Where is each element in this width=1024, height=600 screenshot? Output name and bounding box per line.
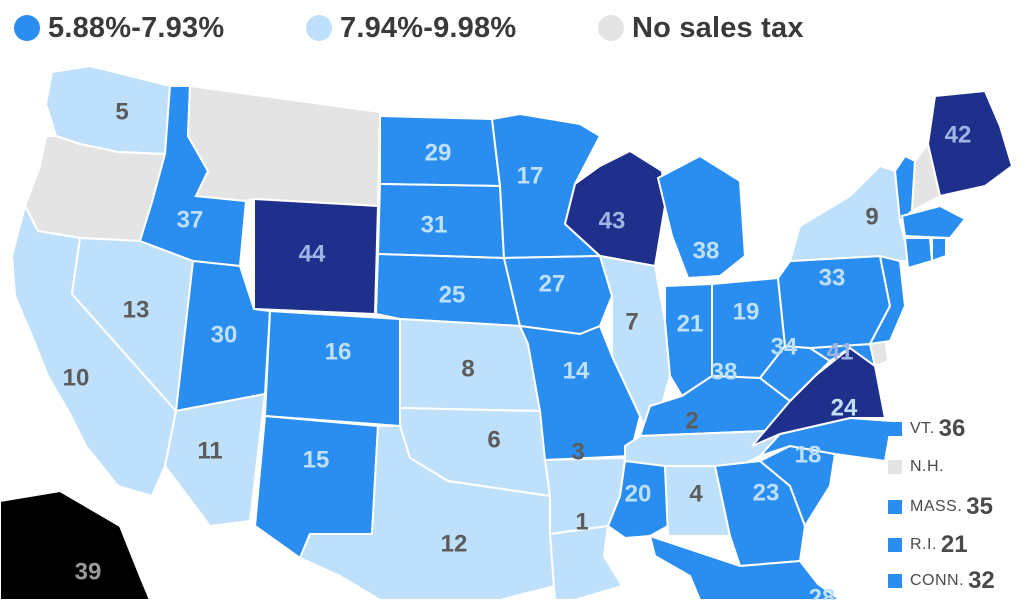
rank-label-la: 1 [575, 509, 588, 536]
rank-label-co: 16 [325, 339, 352, 366]
rank-label-va: 41 [827, 339, 854, 366]
state-ri [931, 237, 947, 263]
legend-label: 7.94%-9.98% [340, 11, 517, 44]
rank-label-nc: 24 [831, 395, 858, 422]
rank-label-ky: 38 [711, 359, 738, 386]
state-in [664, 282, 713, 398]
state-co [263, 309, 401, 428]
key-swatch-icon [888, 538, 902, 552]
key-state-rank: 36 [938, 415, 966, 442]
legend-item-no-tax: No sales tax [598, 8, 804, 48]
rank-label-oh: 19 [733, 299, 760, 326]
rank-label-me: 42 [945, 122, 972, 149]
rank-label-il: 7 [625, 309, 638, 336]
rank-label-ks: 8 [461, 356, 474, 383]
key-state-rank: 21 [940, 531, 968, 558]
us-states-map: 5101337443011161529312586121727143143738… [0, 64, 1014, 600]
state-tx [298, 425, 557, 600]
map-legend: 5.88%-7.93% 7.94%-9.98% No sales tax [0, 0, 1024, 56]
key-state-rank: 35 [966, 493, 993, 520]
key-swatch-icon [888, 460, 902, 474]
key-swatch-icon [888, 500, 902, 514]
key-row-ri: R.I. 21 [888, 530, 968, 560]
key-state-name: VT. [910, 420, 935, 437]
rank-label-ut: 30 [211, 322, 238, 349]
legend-item-low-rate: 5.88%-7.93% [14, 8, 224, 48]
legend-label: No sales tax [632, 11, 804, 44]
legend-label: 5.88%-7.93% [48, 11, 225, 44]
state-mi [656, 154, 747, 280]
key-row-vt: VT. 36 [888, 414, 965, 444]
key-row-ct: CONN. 32 [888, 566, 995, 596]
key-state-rank: 32 [968, 567, 995, 594]
rank-label-id: 37 [177, 207, 204, 234]
rank-label-nd: 29 [425, 140, 452, 167]
rank-label-ca: 10 [63, 365, 90, 392]
rank-label-ok: 6 [487, 427, 500, 454]
key-state-name: R.I. [910, 536, 937, 553]
state-ak [0, 489, 152, 600]
key-row-ma: MASS. 35 [888, 492, 993, 522]
key-state-name: N.H. [910, 458, 944, 475]
legend-swatch-icon [598, 15, 624, 41]
rank-labels-layer: 5101337443011161529312586121727143143738… [63, 99, 972, 600]
rank-label-ny: 9 [865, 204, 878, 231]
rank-label-ak: 39 [75, 559, 102, 586]
state-la [548, 524, 624, 600]
legend-item-high-rate: 7.94%-9.98% [306, 8, 516, 48]
rank-label-ar: 3 [571, 439, 584, 466]
state-ny [788, 164, 912, 263]
key-swatch-icon [888, 422, 902, 436]
rank-label-al: 4 [689, 481, 703, 508]
state-me [926, 89, 1014, 198]
state-ct [903, 237, 934, 270]
rank-label-mi: 38 [693, 238, 720, 265]
key-state-name: MASS. [910, 498, 963, 515]
rank-label-wi: 43 [599, 208, 626, 235]
state-az [163, 392, 267, 528]
rank-label-sd: 31 [421, 212, 448, 239]
rank-label-ga: 23 [753, 480, 780, 507]
state-mo [518, 324, 642, 462]
rank-label-mn: 17 [517, 163, 544, 190]
rank-label-tn: 2 [685, 408, 698, 435]
rank-label-pa: 33 [819, 265, 846, 292]
states-layer [0, 64, 1014, 600]
rank-label-nv: 13 [123, 297, 150, 324]
rank-label-fl: 28 [809, 585, 836, 600]
rank-label-wa: 5 [115, 99, 128, 126]
key-swatch-icon [888, 574, 902, 588]
rank-label-wy: 44 [299, 241, 326, 268]
legend-swatch-icon [306, 15, 332, 41]
rank-label-wv: 34 [771, 334, 798, 361]
rank-label-tx: 12 [441, 531, 468, 558]
rank-label-nm: 15 [303, 447, 330, 474]
state-ma [900, 204, 967, 240]
rank-label-ne: 25 [439, 282, 466, 309]
state-fl [648, 534, 842, 600]
key-state-name: CONN. [910, 572, 965, 589]
rank-label-ia: 27 [539, 271, 566, 298]
rank-label-ms: 20 [625, 481, 652, 508]
legend-swatch-icon [14, 15, 40, 41]
state-mt [186, 84, 382, 208]
key-row-nh: N.H. [888, 452, 948, 482]
rank-label-mo: 14 [563, 358, 590, 385]
rank-label-az: 11 [197, 438, 222, 465]
rank-label-in: 21 [677, 311, 704, 338]
rank-label-sc: 18 [795, 442, 822, 469]
